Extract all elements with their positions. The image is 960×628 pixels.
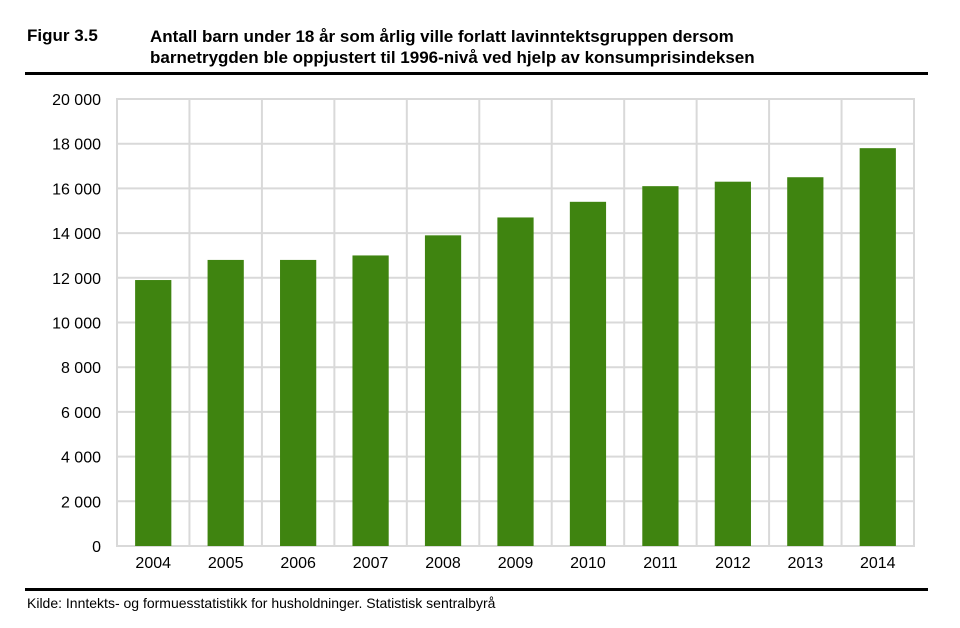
y-tick-label: 10 000: [52, 316, 101, 333]
figure-title-line-1: Antall barn under 18 år som årlig ville …: [150, 27, 734, 46]
y-tick-label: 16 000: [52, 181, 101, 198]
x-tick-label: 2011: [643, 555, 678, 572]
bar-2006: [280, 259, 317, 546]
y-axis-ticks: 0 2 000 4 000 6 000 8 000 10 000 12 000 14 000 1…: [52, 92, 101, 556]
x-tick-label: 2005: [208, 555, 244, 572]
y-tick-label: 8 000: [61, 360, 101, 377]
figure-label: Figur 3.5: [27, 26, 98, 45]
x-axis-ticks: 2004 2005 2006 2007 2008 2009 2010 2011 2012 2013…: [135, 555, 895, 572]
bar-2012: [714, 181, 751, 546]
bar-2014: [859, 148, 896, 547]
figure-title-line-2: barnetrygden ble oppjustert til 1996-niv…: [150, 48, 755, 67]
y-tick-label: 6 000: [61, 405, 101, 422]
y-tick-label: 4 000: [61, 450, 101, 467]
bar-2005: [207, 259, 244, 546]
y-tick-label: 2 000: [61, 494, 101, 511]
x-tick-label: 2009: [498, 555, 534, 572]
bar-2009: [497, 217, 534, 546]
x-tick-label: 2004: [135, 555, 171, 572]
bar-2013: [787, 177, 824, 546]
x-tick-label: 2012: [715, 555, 751, 572]
x-tick-label: 2013: [788, 555, 824, 572]
bar-2010: [569, 201, 607, 546]
x-tick-label: 2007: [353, 555, 389, 572]
bar-2011: [642, 186, 679, 547]
bar-2004: [135, 280, 172, 546]
x-tick-label: 2014: [860, 555, 896, 572]
source-note: Kilde: Inntekts- og formuesstatistikk fo…: [27, 595, 496, 611]
y-tick-label: 12 000: [52, 271, 101, 288]
bar-layer: [135, 148, 896, 547]
x-tick-label: 2010: [570, 555, 606, 572]
bar-2008: [424, 235, 462, 546]
y-tick-label: 0: [92, 539, 101, 556]
x-tick-label: 2008: [425, 555, 461, 572]
y-tick-label: 20 000: [52, 92, 101, 109]
figure-title: Antall barn under 18 år som årlig ville …: [150, 26, 910, 68]
x-tick-label: 2006: [280, 555, 316, 572]
top-rule: [25, 72, 928, 75]
y-tick-label: 18 000: [52, 137, 101, 154]
bar-2007: [352, 255, 389, 546]
y-tick-label: 14 000: [52, 226, 101, 243]
bottom-rule: [25, 588, 928, 591]
